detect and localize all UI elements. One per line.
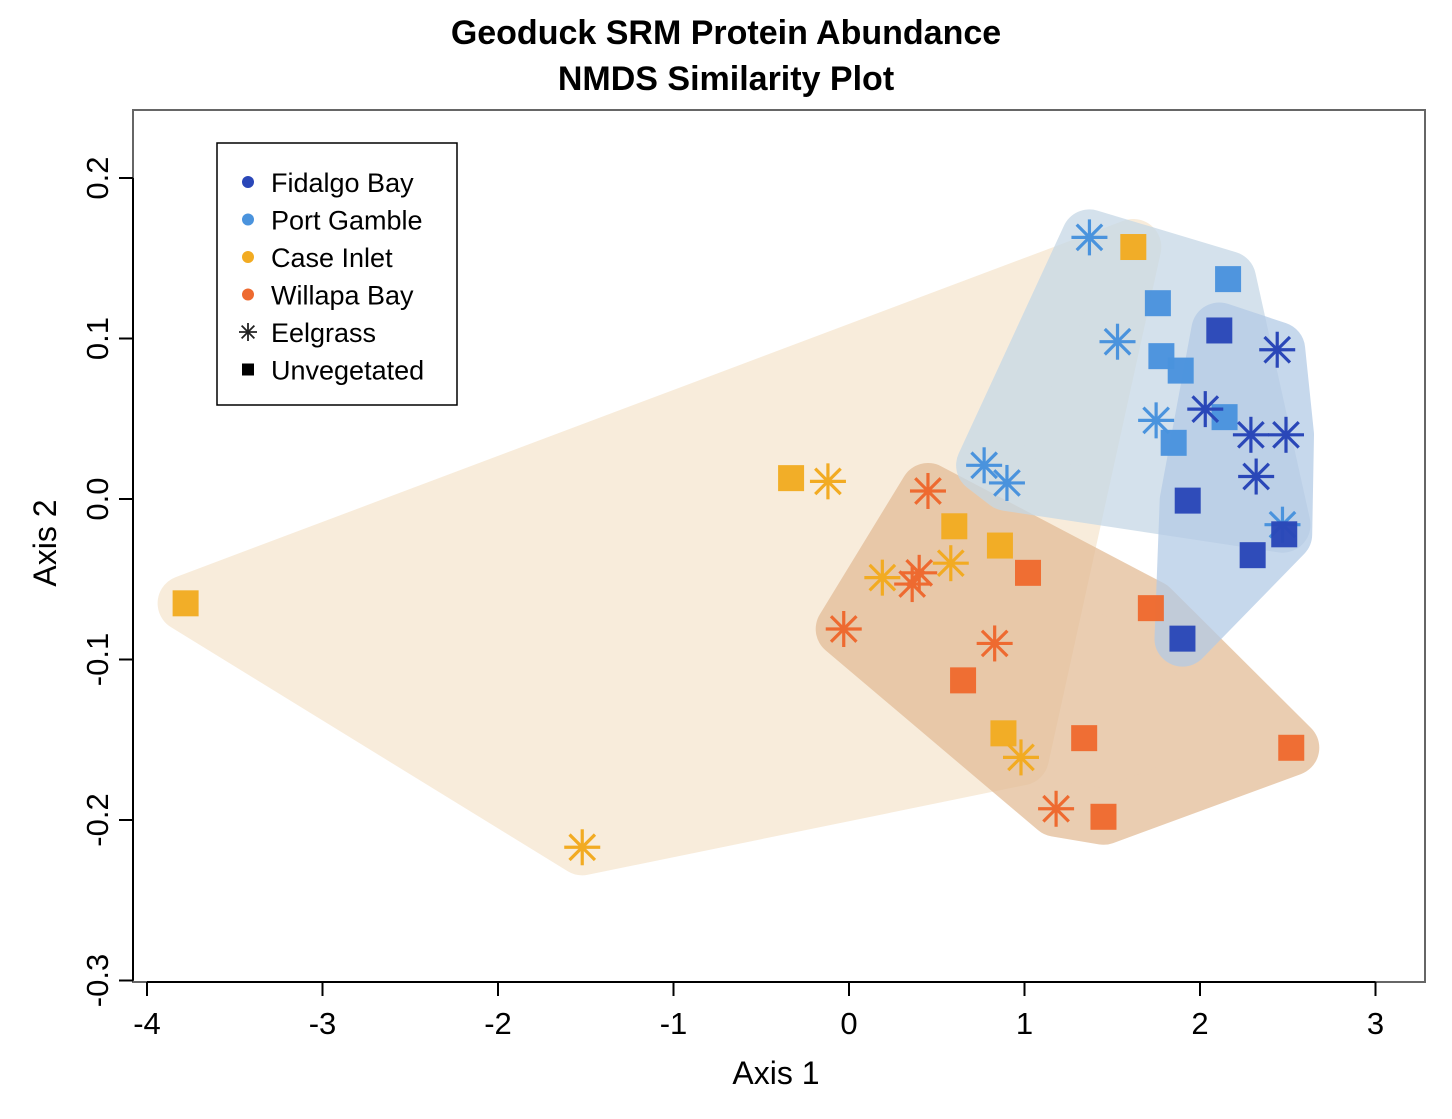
legend-asterisk-icon (239, 323, 257, 341)
data-point-square (1271, 521, 1298, 548)
data-point-asterisk (1138, 402, 1175, 439)
data-point-square (950, 667, 977, 694)
data-point-square (1120, 234, 1147, 261)
axis-layer: -4 -3 -2 -1 0 1 2 3 -0.3 -0.2 -0.1 0.0 0.1 0.2 Axis 1 A… (27, 156, 1384, 1091)
data-point-square (1015, 559, 1042, 586)
x-tick-label: -4 (133, 1006, 161, 1041)
x-tick-label: -1 (660, 1006, 688, 1041)
x-tick-label: 0 (840, 1006, 857, 1041)
legend-label: Unvegetated (271, 356, 424, 386)
x-tick-label: 2 (1191, 1006, 1208, 1041)
data-point-asterisk (809, 463, 846, 500)
y-tick-label: 0.0 (80, 477, 115, 520)
legend-dot-icon (242, 251, 254, 263)
data-point-asterisk (1038, 790, 1075, 827)
data-point-square (990, 720, 1017, 747)
data-point-square (1206, 317, 1233, 344)
y-tick-label: -0.3 (80, 954, 115, 1007)
hull-fidalgo-bay (1154, 302, 1314, 667)
legend-label: Eelgrass (271, 318, 376, 348)
legend: Fidalgo Bay Port Gamble Case Inlet Willapa … (216, 142, 458, 406)
data-point-square (1174, 487, 1201, 514)
data-point-square (778, 465, 805, 492)
data-point-square (1278, 734, 1305, 761)
data-point-square (1215, 266, 1242, 293)
data-point-square (1144, 290, 1171, 317)
legend-box (216, 142, 458, 406)
data-point-square (1169, 625, 1196, 652)
data-point-asterisk (932, 545, 969, 582)
chart-subtitle: NMDS Similarity Plot (557, 60, 895, 98)
x-tick-label: -3 (309, 1006, 337, 1041)
data-point-square (1167, 357, 1194, 384)
x-tick-label: 3 (1367, 1006, 1384, 1041)
legend-label: Case Inlet (271, 243, 393, 273)
chart-title: Geoduck SRM Protein Abundance (450, 14, 1002, 52)
x-tick-label: -2 (484, 1006, 512, 1041)
x-axis-label: Axis 1 (732, 1055, 819, 1091)
data-point-square (1137, 595, 1164, 622)
data-point-asterisk (909, 472, 946, 509)
legend-label: Willapa Bay (271, 281, 414, 311)
legend-label: Fidalgo Bay (271, 168, 414, 198)
data-point-asterisk (1267, 416, 1304, 453)
x-tick-label: 1 (1016, 1006, 1033, 1041)
data-point-asterisk (1232, 416, 1269, 453)
data-point-asterisk (966, 447, 1003, 484)
data-point-square (1239, 542, 1266, 569)
y-tick-label: -0.1 (80, 633, 115, 686)
data-point-asterisk (1259, 331, 1296, 368)
data-point-asterisk (825, 611, 862, 648)
data-point-asterisk (1099, 323, 1136, 360)
y-tick-label: 0.1 (80, 317, 115, 360)
data-point-asterisk (1071, 219, 1108, 256)
legend-dot-icon (242, 288, 254, 301)
data-point-asterisk (864, 559, 901, 596)
data-point-square (1090, 803, 1117, 830)
y-axis-label: Axis 2 (27, 499, 63, 586)
data-point-asterisk (1187, 391, 1224, 428)
data-point-square (941, 513, 968, 540)
data-point-asterisk (564, 829, 601, 866)
legend-dot-icon (242, 176, 254, 188)
legend-square-icon (242, 363, 254, 376)
data-point-asterisk (1238, 458, 1275, 495)
data-point-square (1071, 725, 1098, 752)
data-point-asterisk (901, 554, 938, 591)
legend-dot-icon (242, 213, 254, 226)
data-point-asterisk (988, 464, 1025, 501)
data-point-square (1160, 429, 1187, 456)
y-tick-label: -0.2 (80, 793, 115, 846)
data-point-square (986, 532, 1013, 559)
y-tick-label: 0.2 (80, 156, 115, 199)
data-point-asterisk (976, 625, 1013, 662)
legend-label: Port Gamble (271, 206, 423, 236)
point-layer (172, 219, 1305, 866)
data-point-square (172, 590, 199, 617)
data-point-asterisk (1002, 739, 1039, 776)
